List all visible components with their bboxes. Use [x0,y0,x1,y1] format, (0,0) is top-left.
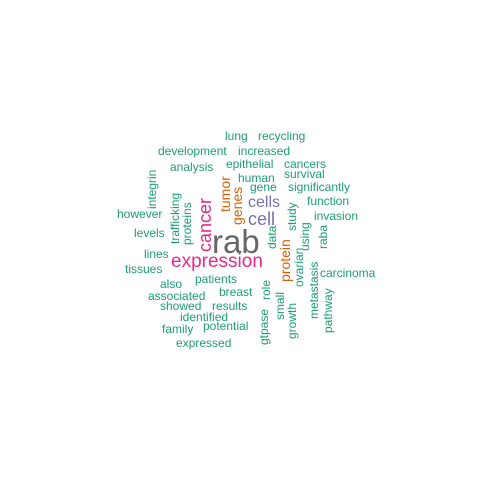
word-lung: lung [225,129,248,143]
word-data: data [265,225,279,249]
word-rab: rab [212,223,260,260]
word-growth: growth [285,302,299,339]
word-cancers: cancers [284,157,327,171]
word-metastasis: metastasis [307,261,321,319]
word-recycling: recycling [258,129,306,143]
word-expression: expression [171,251,263,272]
word-however: however [117,207,163,221]
word-ovarian: ovarian [292,247,306,287]
word-proteins: proteins [180,202,194,245]
word-survival: survival [284,167,325,181]
word-significantly: significantly [288,180,351,194]
word-role: role [259,279,273,300]
word-increased: increased [238,144,291,158]
word-results: results [212,299,248,313]
word-human: human [238,171,275,185]
word-gene: gene [250,180,277,194]
word-protein: protein [277,239,293,282]
word-breast: breast [219,285,253,299]
word-expressed: expressed [176,336,232,350]
word-integrin: integrin [145,169,159,209]
word-cancer: cancer [195,197,215,252]
word-associated: associated [148,289,206,303]
word-epithelial: epithelial [226,157,274,171]
word-lines: lines [144,247,169,261]
word-tissues: tissues [125,262,163,276]
word-study: study [285,202,299,231]
word-pathway: pathway [321,288,335,333]
word-raba: raba [316,224,330,249]
word-identified: identified [180,310,229,324]
word-tumor: tumor [217,176,233,212]
word-carcinoma: carcinoma [320,266,376,280]
word-function: function [307,194,350,208]
word-showed: showed [160,299,202,313]
word-levels: levels [134,226,165,240]
word-cell: cell [248,209,276,229]
word-gtpase: gtpase [257,308,271,345]
word-also: also [160,277,183,291]
word-invasion: invasion [314,209,359,223]
word-family: family [162,322,194,336]
word-potential: potential [203,319,249,333]
word-development: development [158,144,227,158]
word-patients: patients [195,272,238,286]
word-cells: cells [248,194,281,211]
word-analysis: analysis [170,160,214,174]
